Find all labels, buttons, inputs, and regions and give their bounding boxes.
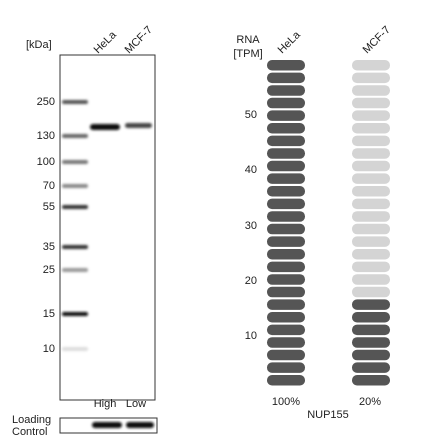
rna-pill — [267, 198, 305, 210]
rna-pill — [267, 274, 305, 285]
rna-pill — [352, 349, 390, 361]
rna-pill — [352, 274, 390, 285]
lane-label: MCF-7 — [361, 24, 393, 56]
rna-pill — [352, 60, 390, 71]
rna-pill — [267, 60, 305, 71]
rna-axis-label: [TPM] — [233, 48, 262, 60]
rna-axis-label: RNA — [236, 34, 260, 46]
rna-pill — [267, 349, 305, 361]
ladder-band — [62, 184, 88, 188]
marker-label: 70 — [43, 180, 55, 192]
marker-label: 250 — [37, 96, 55, 108]
rna-pill — [267, 312, 305, 323]
percentage: 20% — [359, 396, 381, 408]
rna-pill — [267, 135, 305, 147]
rna-pill — [352, 286, 390, 298]
rna-pill — [267, 211, 305, 222]
rna-pill — [267, 97, 305, 109]
marker-label: 10 — [43, 343, 55, 355]
rna-pill — [352, 223, 390, 235]
rna-pill — [352, 173, 390, 184]
rna-pill — [352, 198, 390, 210]
rna-pill — [267, 261, 305, 273]
marker-label: 15 — [43, 308, 55, 320]
lane-label: MCF-7 — [123, 24, 155, 56]
ladder-band — [62, 347, 88, 351]
rna-pill — [267, 236, 305, 247]
ladder-band — [62, 312, 88, 316]
rna-pill — [267, 324, 305, 336]
rna-pill — [267, 375, 305, 386]
marker-label: 130 — [37, 130, 55, 142]
ladder-band — [62, 205, 88, 209]
ladder-band — [62, 100, 88, 104]
rna-pill — [352, 186, 390, 197]
rna-pill — [267, 85, 305, 96]
rna-pill — [352, 123, 390, 134]
loading-label: Loading — [12, 414, 51, 426]
lane-label: HeLa — [276, 28, 304, 56]
rna-pill — [267, 160, 305, 172]
rna-pill — [352, 97, 390, 109]
lane-label: HeLa — [92, 28, 120, 56]
blot-frame — [59, 54, 156, 401]
rna-tick-label: 40 — [245, 164, 257, 176]
rna-pill — [352, 375, 390, 386]
rna-pill — [352, 324, 390, 336]
ladder-band — [62, 245, 88, 249]
rna-pill — [267, 362, 305, 373]
rna-pill — [267, 186, 305, 197]
gene-name: NUP155 — [307, 409, 349, 421]
rna-pill — [267, 173, 305, 184]
rna-pill — [352, 85, 390, 96]
rna-pill — [267, 148, 305, 159]
band — [125, 123, 152, 128]
rna-pill — [352, 211, 390, 222]
ladder-band — [62, 134, 88, 138]
ladder-band — [62, 268, 88, 272]
rna-pill — [267, 123, 305, 134]
rna-pill — [352, 337, 390, 348]
rna-pill — [267, 249, 305, 260]
percentage: 100% — [272, 396, 300, 408]
rna-tick-label: 50 — [245, 109, 257, 121]
loading-band — [92, 422, 122, 428]
rna-pill — [267, 299, 305, 310]
rna-pill — [352, 249, 390, 260]
marker-label: 25 — [43, 264, 55, 276]
rna-pill — [267, 110, 305, 121]
expression-label: High — [94, 398, 117, 410]
marker-label: 100 — [37, 156, 55, 168]
rna-pill — [352, 135, 390, 147]
rna-pill — [267, 72, 305, 84]
unit-label: [kDa] — [26, 39, 52, 51]
rna-pill — [352, 148, 390, 159]
marker-label: 55 — [43, 201, 55, 213]
rna-pill — [352, 312, 390, 323]
rna-tick-label: 10 — [245, 330, 257, 342]
rna-pill — [267, 337, 305, 348]
loading-label: Control — [12, 426, 47, 435]
rna-pill — [352, 299, 390, 310]
rna-pill — [352, 236, 390, 247]
rna-pill — [352, 261, 390, 273]
band — [90, 124, 120, 130]
rna-pill — [267, 223, 305, 235]
rna-pill — [267, 286, 305, 298]
rna-pill — [352, 110, 390, 121]
rna-pill — [352, 160, 390, 172]
loading-band — [126, 422, 154, 428]
rna-pill — [352, 362, 390, 373]
rna-pill — [352, 72, 390, 84]
rna-tick-label: 20 — [245, 275, 257, 287]
marker-label: 35 — [43, 241, 55, 253]
rna-tick-label: 30 — [245, 220, 257, 232]
ladder-band — [62, 160, 88, 164]
expression-label: Low — [126, 398, 146, 410]
